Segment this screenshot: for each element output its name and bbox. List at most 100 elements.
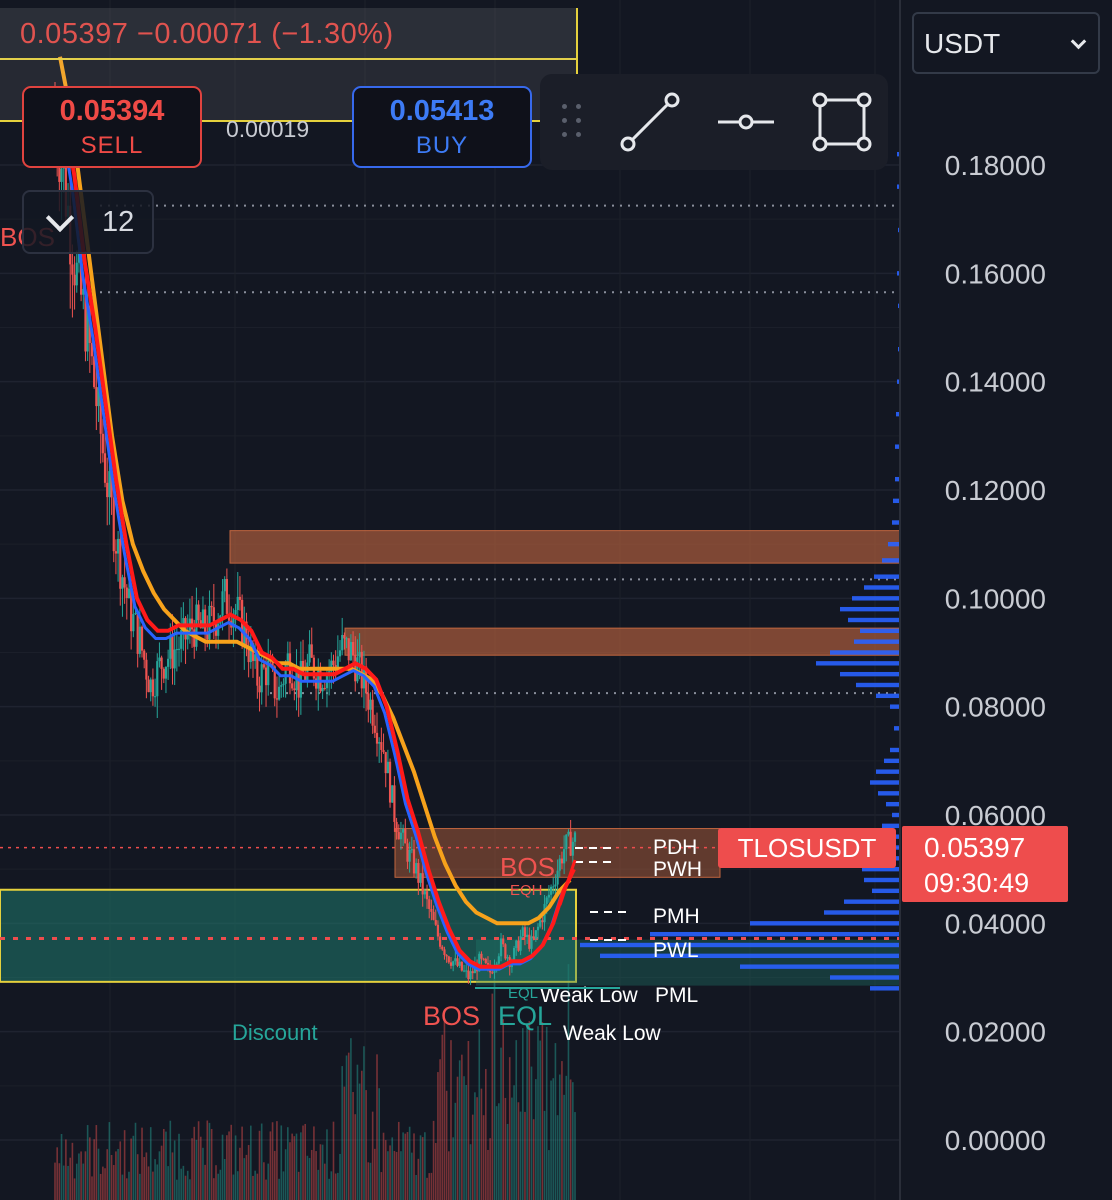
buy-label: BUY: [415, 132, 469, 159]
volume-bar: [397, 1121, 400, 1200]
candle-body: [177, 648, 181, 650]
candle-body: [341, 635, 344, 651]
volume-bar: [406, 1132, 409, 1200]
volume-bar: [271, 1122, 274, 1200]
candle-body: [60, 168, 63, 182]
candle-body: [512, 947, 516, 963]
candle-body: [452, 961, 455, 966]
volume-bar: [404, 1133, 407, 1200]
candle-body: [478, 953, 481, 972]
volume-bar: [569, 1079, 572, 1200]
buy-button[interactable]: 0.05413 BUY: [352, 86, 532, 168]
candle-body: [197, 604, 200, 621]
annotation-label: EQL: [498, 1001, 552, 1031]
annotation-label: BOS: [500, 852, 555, 882]
indicators-toggle[interactable]: 12: [22, 190, 154, 254]
candle-body: [569, 831, 572, 856]
volume-bar: [289, 1142, 291, 1200]
volume-bar: [180, 1168, 182, 1200]
candle-body: [249, 643, 252, 663]
volume-profile-bar: [878, 791, 900, 796]
candle-body: [545, 897, 548, 904]
chevron-down-icon: [45, 203, 75, 233]
volume-bar: [89, 1137, 91, 1200]
volume-bar: [391, 1137, 394, 1200]
drag-handle-icon[interactable]: [562, 104, 586, 140]
volume-profile-bar: [650, 931, 900, 937]
volume-bar: [302, 1125, 304, 1200]
trend-line-icon[interactable]: [616, 88, 684, 156]
candle-body: [367, 693, 370, 710]
volume-bar: [99, 1173, 102, 1200]
sell-button[interactable]: 0.05394 SELL: [22, 86, 202, 168]
candle-body: [445, 955, 448, 957]
volume-bar: [343, 1086, 346, 1200]
volume-profile-bar: [860, 628, 900, 634]
candle-body: [519, 936, 522, 951]
volume-profile-bar: [856, 682, 900, 688]
candle-body: [349, 641, 352, 661]
candle-body: [391, 785, 394, 803]
candle-body: [434, 919, 437, 925]
price-tick-label: 0.08000: [945, 692, 1046, 723]
volume-bar: [454, 1102, 457, 1200]
candle-body: [388, 761, 392, 803]
volume-bar: [310, 1149, 313, 1200]
candle-body: [393, 785, 396, 822]
annotation-label: Weak Low: [540, 984, 638, 1007]
volume-bar: [358, 1083, 361, 1200]
candle-body: [506, 957, 509, 959]
candle-body: [308, 644, 311, 663]
candle-body: [310, 644, 313, 658]
volume-profile-bar: [892, 520, 900, 525]
annotation-label: EQL: [508, 985, 538, 1002]
volume-profile-bar: [830, 650, 900, 655]
annotation-label: Weak Low: [563, 1022, 661, 1045]
volume-bar: [574, 1112, 576, 1200]
candle-body: [497, 956, 500, 964]
volume-bar: [75, 1163, 78, 1200]
candle-body: [114, 551, 118, 554]
candle-body: [465, 970, 468, 972]
volume-bar: [102, 1166, 104, 1200]
candle-body: [149, 679, 152, 693]
candle-body: [247, 648, 250, 663]
volume-bar: [411, 1152, 413, 1200]
candle-body: [275, 698, 279, 700]
candle-body: [280, 685, 283, 687]
volume-bar: [78, 1153, 80, 1200]
candle-body: [323, 687, 326, 689]
volume-bar: [197, 1121, 200, 1200]
candle-body: [425, 891, 429, 900]
candle-body: [208, 605, 211, 640]
volume-profile-bar: [864, 585, 900, 590]
volume-bar: [82, 1163, 85, 1200]
candle-body: [147, 679, 150, 693]
volume-profile-bar: [894, 726, 900, 731]
rectangle-icon[interactable]: [808, 88, 876, 156]
volume-bar: [132, 1135, 135, 1200]
volume-bar: [73, 1178, 76, 1200]
volume-bar: [484, 1068, 487, 1200]
volume-bar: [230, 1124, 233, 1200]
candle-body: [515, 940, 518, 948]
horizontal-ray-icon[interactable]: [712, 88, 780, 156]
volume-bar: [350, 1038, 352, 1200]
volume-bar: [476, 1097, 478, 1200]
price-tick-label: 0.12000: [945, 475, 1046, 506]
volume-bar: [260, 1123, 263, 1200]
indicator-count: 12: [102, 206, 135, 238]
volume-bar: [467, 1040, 470, 1200]
volume-bar: [223, 1158, 226, 1200]
volume-profile-bar: [740, 964, 900, 969]
candle-body: [125, 587, 128, 598]
candle-body: [82, 288, 85, 295]
candle-body: [136, 612, 139, 654]
currency-select[interactable]: USDT: [912, 12, 1100, 74]
candle-body: [234, 609, 237, 615]
candle-body: [132, 614, 135, 632]
volume-bar: [243, 1158, 246, 1200]
candle-body: [373, 725, 376, 733]
candle-body: [204, 609, 207, 635]
